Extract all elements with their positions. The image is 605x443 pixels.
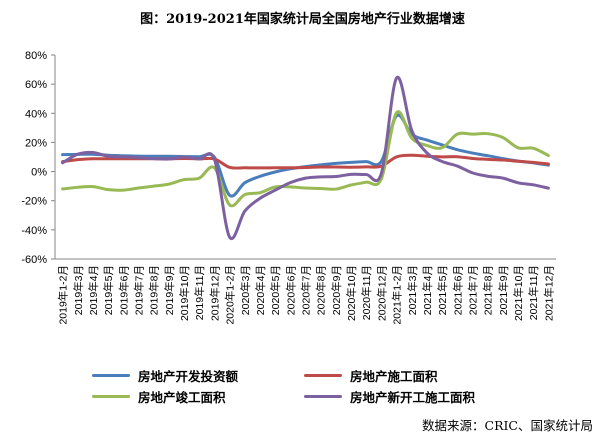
legend-item-investment: 房地产开发投资额 bbox=[92, 366, 238, 385]
legend-swatch bbox=[304, 374, 342, 377]
x-tick-label: 2019年3月 bbox=[72, 265, 85, 315]
x-tick-label: 2020年8月 bbox=[315, 265, 328, 315]
x-tick-label: 2020年4月 bbox=[254, 265, 267, 315]
x-tick-label: 2019年11月 bbox=[193, 265, 206, 320]
y-tick-label: 20% bbox=[25, 137, 47, 149]
x-tick-label: 2021年1-2月 bbox=[391, 265, 404, 325]
series-line-3 bbox=[61, 75, 550, 241]
legend-swatch bbox=[92, 395, 130, 398]
x-tick-label: 2019年7月 bbox=[133, 265, 146, 315]
y-tick-label: -60% bbox=[21, 254, 47, 266]
x-tick-label: 2019年9月 bbox=[163, 265, 176, 315]
x-tick-label: 2019年5月 bbox=[102, 265, 115, 315]
x-tick-label: 2021年7月 bbox=[467, 265, 480, 315]
x-tick-label: 2019年12月 bbox=[208, 265, 221, 321]
x-tick-label: 2020年10月 bbox=[345, 265, 358, 321]
x-tick-label: 2021年5月 bbox=[436, 265, 449, 315]
x-tick-label: 2020年5月 bbox=[269, 265, 282, 315]
x-tick-label: 2020年3月 bbox=[239, 265, 252, 315]
legend-item-construction: 房地产施工面积 bbox=[304, 366, 438, 385]
y-tick-label: 40% bbox=[25, 108, 47, 120]
legend-label: 房地产开发投资额 bbox=[138, 369, 239, 384]
x-tick-label: 2021年3月 bbox=[406, 265, 419, 315]
x-tick-label: 2020年6月 bbox=[284, 265, 297, 315]
x-tick-label: 2021年6月 bbox=[451, 265, 464, 315]
y-tick-label: 0% bbox=[31, 167, 47, 179]
y-tick-label: -40% bbox=[21, 225, 47, 237]
legend-label: 房地产竣工面积 bbox=[138, 390, 226, 405]
legend-item-completed: 房地产竣工面积 bbox=[92, 387, 226, 406]
legend-label: 房地产施工面积 bbox=[350, 369, 438, 384]
x-tick-label: 2021年10月 bbox=[512, 265, 525, 321]
series-line-2 bbox=[61, 110, 550, 208]
x-tick-label: 2019年1-2月 bbox=[57, 265, 70, 325]
x-tick-label: 2021年4月 bbox=[421, 265, 434, 315]
x-tick-label: 2020年11月 bbox=[360, 265, 373, 320]
x-tick-label: 2021年9月 bbox=[497, 265, 510, 315]
x-tick-label: 2020年1-2月 bbox=[224, 265, 237, 325]
data-source: 数据来源：CRIC、国家统计局 bbox=[422, 418, 593, 433]
x-tick-label: 2019年10月 bbox=[178, 265, 191, 321]
x-tick-label: 2021年11月 bbox=[527, 265, 540, 320]
x-tick-label: 2021年12月 bbox=[542, 265, 555, 321]
legend-label: 房地产新开工施工面积 bbox=[350, 390, 476, 405]
legend-item-new-starts: 房地产新开工施工面积 bbox=[304, 387, 475, 406]
x-tick-label: 2019年6月 bbox=[117, 265, 130, 315]
y-tick-label: -20% bbox=[21, 196, 47, 208]
y-tick-label: 80% bbox=[25, 50, 47, 62]
x-tick-label: 2021年8月 bbox=[482, 265, 495, 315]
x-tick-label: 2020年9月 bbox=[330, 265, 343, 315]
x-tick-label: 2020年7月 bbox=[300, 265, 313, 315]
x-tick-label: 2020年12月 bbox=[375, 265, 388, 321]
y-tick-label: 60% bbox=[25, 79, 47, 91]
chart-title: 图：2019-2021年国家统计局全国房地产行业数据增速 bbox=[140, 12, 465, 27]
series-line-0 bbox=[61, 113, 550, 198]
x-tick-label: 2019年4月 bbox=[87, 265, 100, 315]
legend-swatch bbox=[304, 395, 342, 398]
legend-swatch bbox=[92, 374, 130, 377]
x-tick-label: 2019年8月 bbox=[148, 265, 161, 315]
